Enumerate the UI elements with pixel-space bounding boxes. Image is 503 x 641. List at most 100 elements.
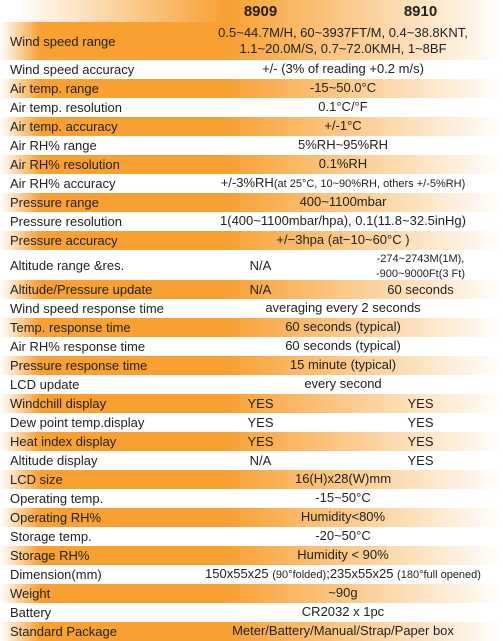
spec-value: CR2032 x 1pc bbox=[183, 604, 503, 620]
spec-label: Pressure resolution bbox=[0, 214, 183, 229]
spec-row: Pressure resolution1(400~1100mbar/hpa), … bbox=[0, 212, 503, 231]
spec-row: Weight~90g bbox=[0, 584, 503, 603]
spec-row: Temp. response time60 seconds (typical) bbox=[0, 318, 503, 337]
spec-label: Dimension(mm) bbox=[0, 567, 183, 582]
spec-row: Air temp. resolution0.1°C/°F bbox=[0, 98, 503, 117]
spec-label: Weight bbox=[0, 586, 183, 601]
spec-value: +/-1°C bbox=[183, 118, 503, 134]
spec-label: Operating RH% bbox=[0, 510, 183, 525]
spec-row: LCD updateevery second bbox=[0, 375, 503, 394]
spec-value: +/−3hpa (at−10~60°C ) bbox=[183, 232, 503, 248]
spec-row: Wind speed response timeaveraging every … bbox=[0, 299, 503, 318]
spec-value-col1: N/A bbox=[183, 258, 338, 273]
spec-row: Windchill displayYESYES bbox=[0, 394, 503, 413]
spec-label: Air RH% response time bbox=[0, 339, 183, 354]
spec-label: Temp. response time bbox=[0, 320, 183, 335]
spec-value: ~90g bbox=[183, 585, 503, 601]
spec-row: Altitude/Pressure updateN/A60 seconds bbox=[0, 280, 503, 299]
spec-value: 0.5~44.7M/H, 60~3937FT/M, 0.4~38.8KNT, 1… bbox=[183, 25, 503, 58]
spec-row: Air RH% accuracy+/-3%RH(at 25°C, 10~90%R… bbox=[0, 174, 503, 193]
header-model-2: 8910 bbox=[338, 3, 503, 20]
header-row: 8909 8910 bbox=[0, 0, 503, 22]
spec-value: +/-3%RH(at 25°C, 10~90%RH, others +/-5%R… bbox=[183, 175, 503, 192]
spec-row: Heat index displayYESYES bbox=[0, 432, 503, 451]
spec-label: Windchill display bbox=[0, 396, 183, 411]
spec-value-col2: YES bbox=[338, 396, 503, 411]
spec-row: Storage RH%Humidity < 90% bbox=[0, 546, 503, 565]
spec-value-col1: N/A bbox=[183, 453, 338, 468]
spec-label: Storage temp. bbox=[0, 529, 183, 544]
spec-value-col2: YES bbox=[338, 453, 503, 468]
spec-value: 15 minute (typical) bbox=[183, 357, 503, 373]
spec-row: Operating temp.-15~50°C bbox=[0, 489, 503, 508]
spec-label: Pressure response time bbox=[0, 358, 183, 373]
spec-value-col1: YES bbox=[183, 415, 338, 430]
spec-value-col1: YES bbox=[183, 434, 338, 449]
spec-row: Wind speed accuracy+/- (3% of reading +0… bbox=[0, 60, 503, 79]
spec-label: Battery bbox=[0, 605, 183, 620]
spec-label: Air temp. range bbox=[0, 81, 183, 96]
spec-label: Pressure range bbox=[0, 195, 183, 210]
spec-label: Altitude display bbox=[0, 453, 183, 468]
spec-value: Humidity<80% bbox=[183, 509, 503, 525]
spec-table: 8909 8910 Wind speed range0.5~44.7M/H, 6… bbox=[0, 0, 503, 641]
spec-row: Wind speed range0.5~44.7M/H, 60~3937FT/M… bbox=[0, 22, 503, 60]
spec-label: Air RH% resolution bbox=[0, 157, 183, 172]
spec-value: -15~50°C bbox=[183, 490, 503, 506]
spec-value: 16(H)x28(W)mm bbox=[183, 471, 503, 487]
spec-row: Pressure accuracy+/−3hpa (at−10~60°C ) bbox=[0, 231, 503, 250]
spec-label: Altitude/Pressure update bbox=[0, 282, 183, 297]
spec-label: Pressure accuracy bbox=[0, 233, 183, 248]
spec-row: Altitude displayN/AYES bbox=[0, 451, 503, 470]
spec-value-col2: YES bbox=[338, 434, 503, 449]
spec-row: Dew point temp.displayYESYES bbox=[0, 413, 503, 432]
spec-label: Wind speed accuracy bbox=[0, 62, 183, 77]
spec-value: +/- (3% of reading +0.2 m/s) bbox=[183, 61, 503, 77]
spec-value-col1: YES bbox=[183, 396, 338, 411]
spec-label: Operating temp. bbox=[0, 491, 183, 506]
spec-row: Storage temp.-20~50°C bbox=[0, 527, 503, 546]
spec-value: every second bbox=[183, 376, 503, 392]
spec-value: Humidity < 90% bbox=[183, 547, 503, 563]
spec-label: Air temp. resolution bbox=[0, 100, 183, 115]
spec-row: Operating RH%Humidity<80% bbox=[0, 508, 503, 527]
spec-label: LCD update bbox=[0, 377, 183, 392]
spec-row: LCD size16(H)x28(W)mm bbox=[0, 470, 503, 489]
spec-value: 1(400~1100mbar/hpa), 0.1(11.8~32.5inHg) bbox=[183, 213, 503, 229]
spec-value-col1: N/A bbox=[183, 282, 338, 297]
spec-value: 60 seconds (typical) bbox=[183, 338, 503, 354]
spec-label: Heat index display bbox=[0, 434, 183, 449]
spec-value: 60 seconds (typical) bbox=[183, 319, 503, 335]
spec-value: 400~1100mbar bbox=[183, 194, 503, 210]
spec-label: LCD size bbox=[0, 472, 183, 487]
spec-row: Standard PackageMeter/Battery/Manual/Str… bbox=[0, 622, 503, 641]
spec-label: Air RH% range bbox=[0, 138, 183, 153]
spec-label: Storage RH% bbox=[0, 548, 183, 563]
spec-row: Altitude range &res.N/A-274~2743M(1M), -… bbox=[0, 250, 503, 280]
spec-value: -20~50°C bbox=[183, 528, 503, 544]
spec-value: 0.1°C/°F bbox=[183, 99, 503, 115]
spec-row: Air temp. range-15~50.0°C bbox=[0, 79, 503, 98]
spec-value: 5%RH~95%RH bbox=[183, 137, 503, 153]
spec-label: Altitude range &res. bbox=[0, 258, 183, 273]
spec-value: 150x55x25 (90°folded);235x55x25 (180°ful… bbox=[183, 566, 503, 583]
spec-row: Air RH% range5%RH~95%RH bbox=[0, 136, 503, 155]
spec-label: Wind speed response time bbox=[0, 301, 183, 316]
spec-value-col2: 60 seconds bbox=[338, 282, 503, 297]
header-model-1: 8909 bbox=[183, 3, 338, 20]
spec-label: Wind speed range bbox=[0, 34, 183, 49]
spec-row: Pressure range400~1100mbar bbox=[0, 193, 503, 212]
spec-row: BatteryCR2032 x 1pc bbox=[0, 603, 503, 622]
spec-value-col2: YES bbox=[338, 415, 503, 430]
spec-row: Dimension(mm)150x55x25 (90°folded);235x5… bbox=[0, 565, 503, 584]
spec-row: Air RH% response time60 seconds (typical… bbox=[0, 337, 503, 356]
spec-label: Air temp. accuracy bbox=[0, 119, 183, 134]
spec-label: Standard Package bbox=[0, 624, 183, 639]
spec-label: Dew point temp.display bbox=[0, 415, 183, 430]
spec-row: Air temp. accuracy+/-1°C bbox=[0, 117, 503, 136]
spec-value: averaging every 2 seconds bbox=[183, 300, 503, 316]
spec-value: -15~50.0°C bbox=[183, 80, 503, 96]
spec-label: Air RH% accuracy bbox=[0, 176, 183, 191]
spec-value-col2: -274~2743M(1M), -900~9000Ft(3 Ft) bbox=[338, 250, 503, 280]
spec-row: Pressure response time15 minute (typical… bbox=[0, 356, 503, 375]
